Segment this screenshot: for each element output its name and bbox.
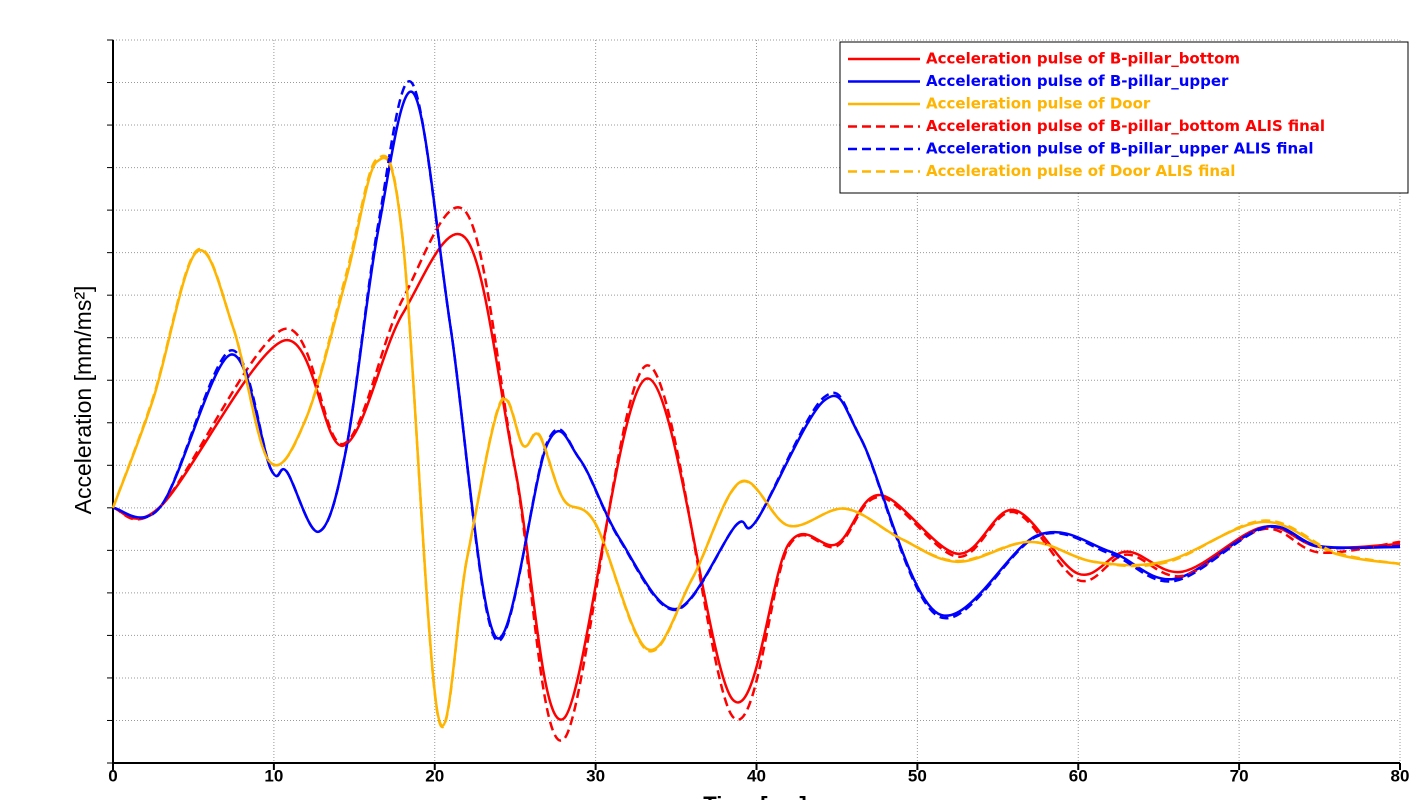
x-axis-label: Time [ms] [703, 792, 807, 800]
x-tick-label: 80 [1391, 766, 1410, 785]
legend-label: Acceleration pulse of B-pillar_upper [926, 72, 1229, 90]
x-tick-label: 30 [586, 766, 605, 785]
y-axis-label: Acceleration [mm/ms²] [70, 286, 96, 515]
legend-label: Acceleration pulse of B-pillar_upper ALI… [926, 140, 1313, 158]
legend-label: Acceleration pulse of Door [926, 95, 1151, 113]
data-line [112, 206, 1401, 742]
x-tick-label: 70 [1230, 766, 1249, 785]
legend-label: Acceleration pulse of B-pillar_bottom [926, 50, 1240, 68]
legend-box [839, 41, 1409, 194]
x-tick-label: 40 [747, 766, 766, 785]
x-tick-label: 0 [108, 766, 117, 785]
legend-label: Acceleration pulse of Door ALIS final [926, 162, 1235, 180]
x-tick-label: 60 [1069, 766, 1088, 785]
x-tick-label: 10 [264, 766, 283, 785]
x-tick-label: 20 [425, 766, 444, 785]
data-line [112, 80, 1401, 643]
legend-label: Acceleration pulse of B-pillar_bottom AL… [926, 117, 1325, 135]
x-tick-label: 50 [908, 766, 927, 785]
data-line [111, 154, 1401, 729]
